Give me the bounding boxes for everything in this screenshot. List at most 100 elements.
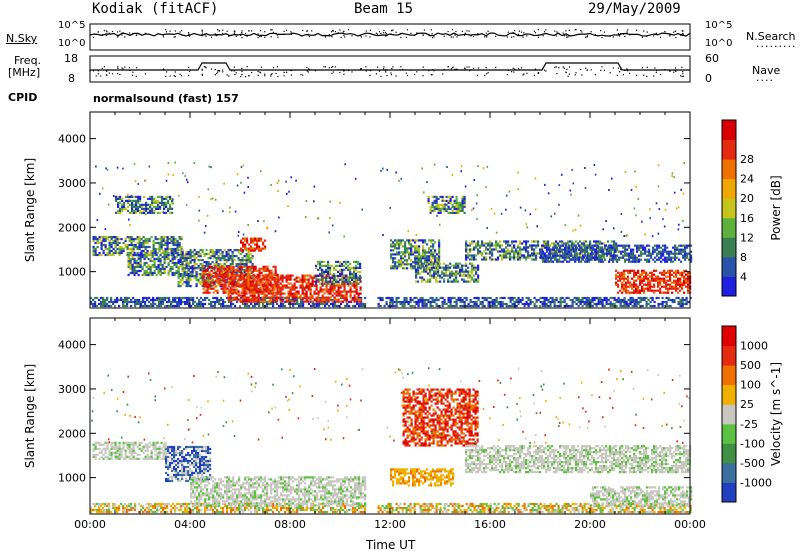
heatmap-cell xyxy=(403,302,406,306)
heatmap-cell xyxy=(224,273,227,276)
heatmap-cell xyxy=(353,282,356,285)
heatmap-cell xyxy=(437,211,440,214)
heatmap-cell xyxy=(477,274,480,277)
heatmap-cell xyxy=(576,258,579,261)
heatmap-cell xyxy=(427,268,430,271)
heatmap-cell xyxy=(485,256,488,259)
nsearch-point xyxy=(383,29,385,32)
heatmap-cell xyxy=(437,209,440,212)
heatmap-cell xyxy=(316,302,319,306)
heatmap-cell xyxy=(135,205,138,208)
nsearch-point xyxy=(222,29,224,31)
heatmap-cell xyxy=(220,298,223,302)
heatmap-cell xyxy=(345,276,348,279)
heatmap-cell xyxy=(433,195,436,198)
heatmap-cell xyxy=(449,197,452,200)
heatmap-cell xyxy=(139,205,142,208)
heatmap-cell xyxy=(461,199,464,202)
heatmap-cell xyxy=(427,201,430,204)
heatmap-cell xyxy=(145,271,148,275)
heatmap-cell xyxy=(603,304,606,308)
heatmap-cell xyxy=(574,258,577,261)
nave-point xyxy=(523,73,525,75)
heatmap-cell xyxy=(475,270,478,273)
heatmap-cell xyxy=(123,205,126,208)
heatmap-cell xyxy=(616,246,619,249)
heatmap-cell xyxy=(219,253,222,256)
heatmap-cell xyxy=(331,276,334,279)
heatmap-cell xyxy=(435,302,438,306)
heatmap-cell xyxy=(475,258,478,261)
heatmap-cell xyxy=(162,236,165,239)
heatmap-cell xyxy=(135,201,138,204)
heatmap-cell xyxy=(137,195,140,198)
heatmap-cell xyxy=(459,300,462,304)
nave-point xyxy=(674,67,677,69)
heatmap-cell xyxy=(451,280,454,283)
heatmap-cell xyxy=(333,268,336,271)
nave-point xyxy=(655,70,658,72)
heatmap-cell xyxy=(146,241,149,245)
heatmap-cell xyxy=(437,268,440,271)
heatmap-cell xyxy=(517,298,520,302)
heatmap-cell xyxy=(455,264,458,267)
heatmap-cell xyxy=(353,280,356,283)
heatmap-cell xyxy=(398,265,401,268)
heatmap-cell xyxy=(463,211,466,214)
heatmap-cell xyxy=(313,298,316,301)
heatmap-cell xyxy=(278,304,281,308)
heatmap-cell xyxy=(525,246,528,249)
heatmap-cell xyxy=(405,298,408,302)
heatmap-cell xyxy=(231,282,234,285)
nsearch-point xyxy=(222,32,224,34)
heatmap-cell xyxy=(302,296,305,300)
heatmap-cell xyxy=(136,302,139,306)
heatmap-cell xyxy=(252,247,255,250)
heatmap-cell xyxy=(179,265,182,268)
nave-point xyxy=(276,66,279,68)
nave-point xyxy=(646,75,648,77)
heatmap-cell xyxy=(94,238,97,241)
nsearch-point xyxy=(506,36,508,38)
heatmap-cell xyxy=(346,304,349,308)
heatmap-cell xyxy=(139,259,142,263)
heatmap-cell xyxy=(204,296,207,300)
heatmap-cell xyxy=(154,249,157,253)
heatmap-cell xyxy=(267,300,270,303)
heatmap-cell xyxy=(495,298,498,302)
heatmap-cell xyxy=(156,251,159,255)
heatmap-cell xyxy=(403,296,406,300)
heatmap-cell xyxy=(394,265,397,268)
heatmap-cell xyxy=(137,269,140,273)
heatmap-cell xyxy=(443,302,446,306)
heatmap-cell xyxy=(540,254,543,257)
heatmap-cell xyxy=(379,296,382,300)
heatmap-cell xyxy=(327,262,330,265)
heatmap-cell xyxy=(457,211,460,214)
heatmap-cell xyxy=(333,296,336,299)
heatmap-cell xyxy=(100,243,103,247)
heatmap-cell xyxy=(429,268,432,271)
heatmap-cell xyxy=(451,211,454,214)
heatmap-cell xyxy=(239,294,242,297)
nave-point xyxy=(95,75,97,77)
heatmap-cell xyxy=(247,288,250,291)
heatmap-cell xyxy=(239,259,242,262)
nave-point xyxy=(179,73,181,75)
heatmap-cell xyxy=(166,239,169,243)
heatmap-cell xyxy=(533,254,536,257)
heatmap-cell xyxy=(459,272,462,275)
heatmap-cell xyxy=(131,201,134,204)
heatmap-cell xyxy=(547,242,550,245)
heatmap-cell xyxy=(559,246,562,249)
nsearch-point xyxy=(423,29,425,31)
heatmap-cell xyxy=(143,263,146,267)
heatmap-cell xyxy=(427,197,430,200)
heatmap-cell xyxy=(437,197,440,200)
heatmap-cell xyxy=(459,205,462,208)
heatmap-cell xyxy=(459,298,462,302)
heatmap-cell xyxy=(467,256,470,259)
heatmap-cell xyxy=(351,284,354,287)
heatmap-cell xyxy=(475,242,478,245)
heatmap-cell xyxy=(100,245,103,249)
